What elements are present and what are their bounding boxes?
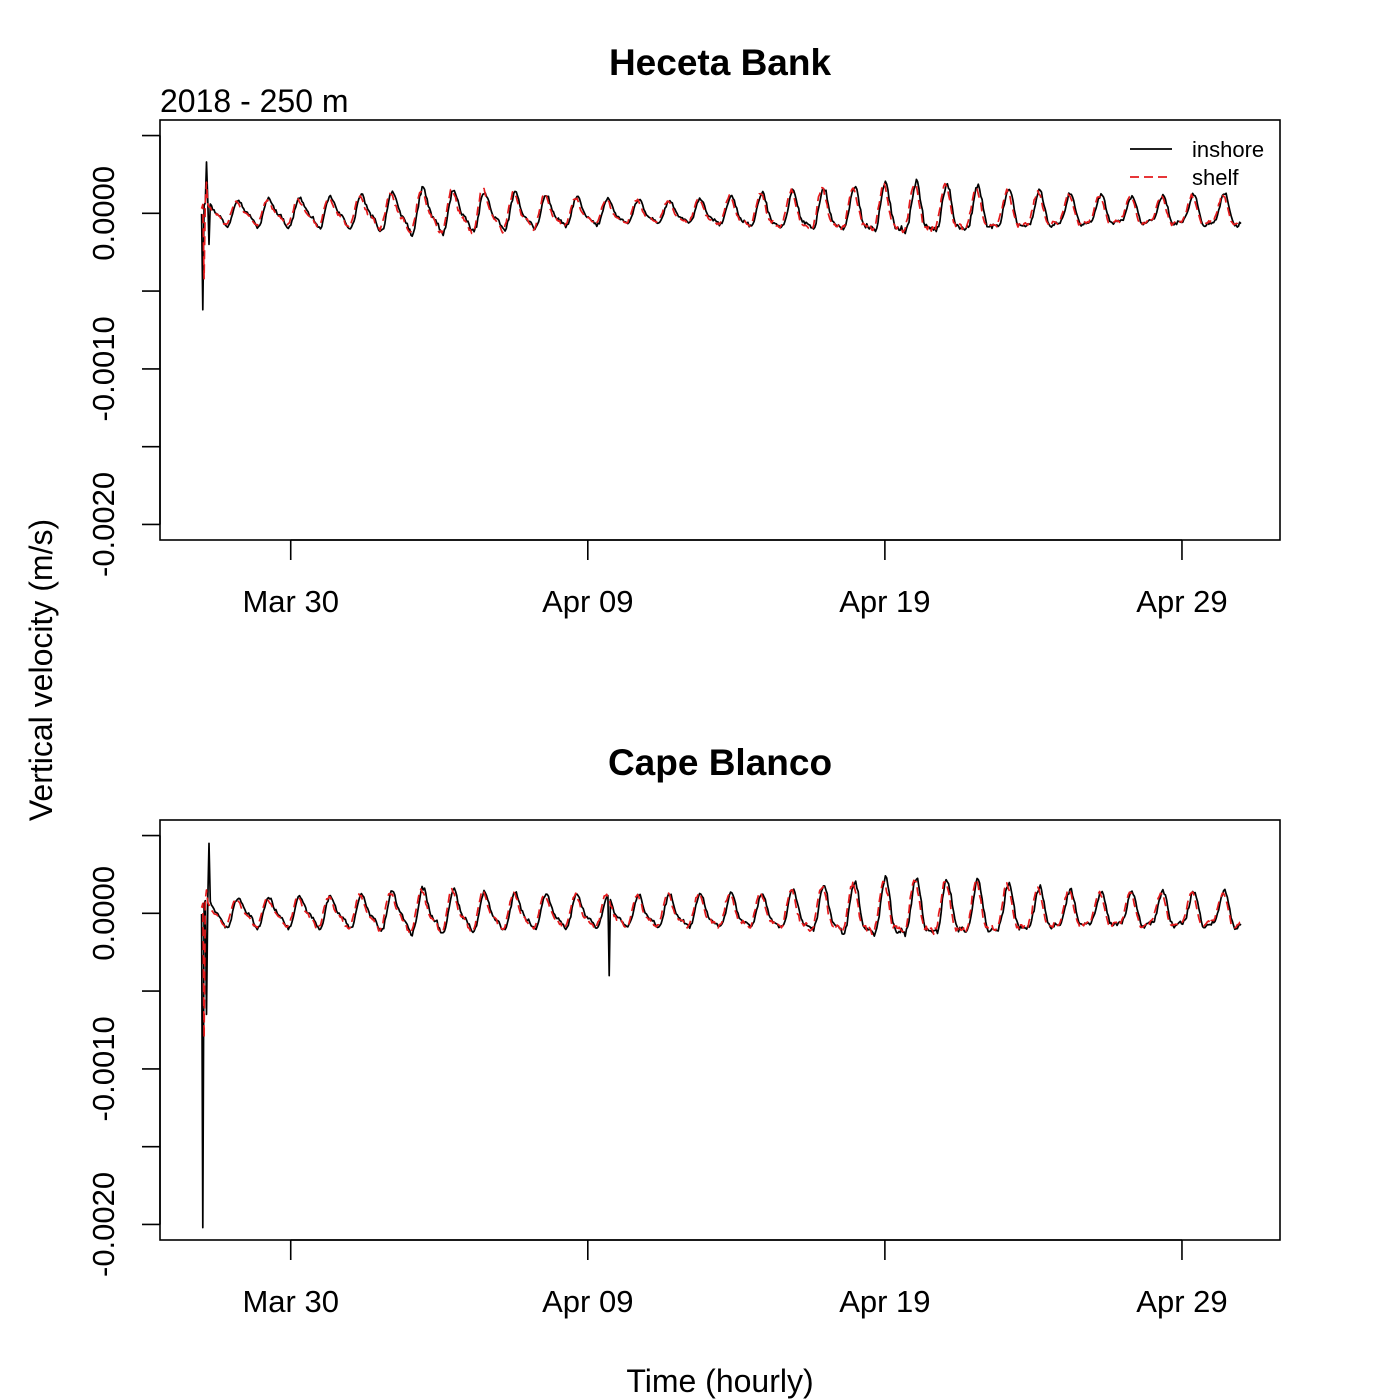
x-tick-label: Apr 29 xyxy=(1136,1284,1227,1319)
x-tick-label: Mar 30 xyxy=(242,1284,338,1319)
x-tick-label: Apr 09 xyxy=(542,584,633,619)
panel-cape-blanco: Cape Blanco Mar 30 Apr 09 Apr 19 Apr 29 0.00… xyxy=(86,742,1281,1319)
subtitle: 2018 - 250 m xyxy=(160,83,349,119)
series-line-shelf xyxy=(200,181,1242,280)
x-axis-label: Time (hourly) xyxy=(626,1363,813,1399)
y-tick-label: -0.0010 xyxy=(86,316,121,421)
plot-frame xyxy=(159,819,1281,1241)
y-tick-label: -0.0020 xyxy=(86,472,121,577)
y-axis-label: Vertical velocity (m/s) xyxy=(23,519,59,821)
y-tick-label: 0.0000 xyxy=(86,166,121,261)
x-tick-label: Apr 19 xyxy=(839,1284,930,1319)
series-line-inshore xyxy=(200,161,1242,311)
panel-title: Heceta Bank xyxy=(609,42,832,83)
legend-label-inshore: inshore xyxy=(1192,137,1264,162)
x-tick-label: Apr 09 xyxy=(542,1284,633,1319)
series-line-shelf xyxy=(200,878,1241,1039)
panel-heceta-bank: Heceta Bank Mar 30 Apr 09 Apr 19 Apr 29 0.00… xyxy=(86,42,1281,619)
y-tick-label: -0.0010 xyxy=(86,1016,121,1121)
legend-label-shelf: shelf xyxy=(1192,165,1239,190)
x-tick-label: Apr 29 xyxy=(1136,584,1227,619)
plot-frame xyxy=(159,119,1281,541)
panel-title: Cape Blanco xyxy=(608,742,832,783)
x-tick-label: Apr 19 xyxy=(839,584,930,619)
y-tick-label: 0.0000 xyxy=(86,866,121,961)
x-tick-label: Mar 30 xyxy=(242,584,338,619)
legend: inshore shelf xyxy=(1130,137,1264,190)
y-tick-label: -0.0020 xyxy=(86,1172,121,1277)
